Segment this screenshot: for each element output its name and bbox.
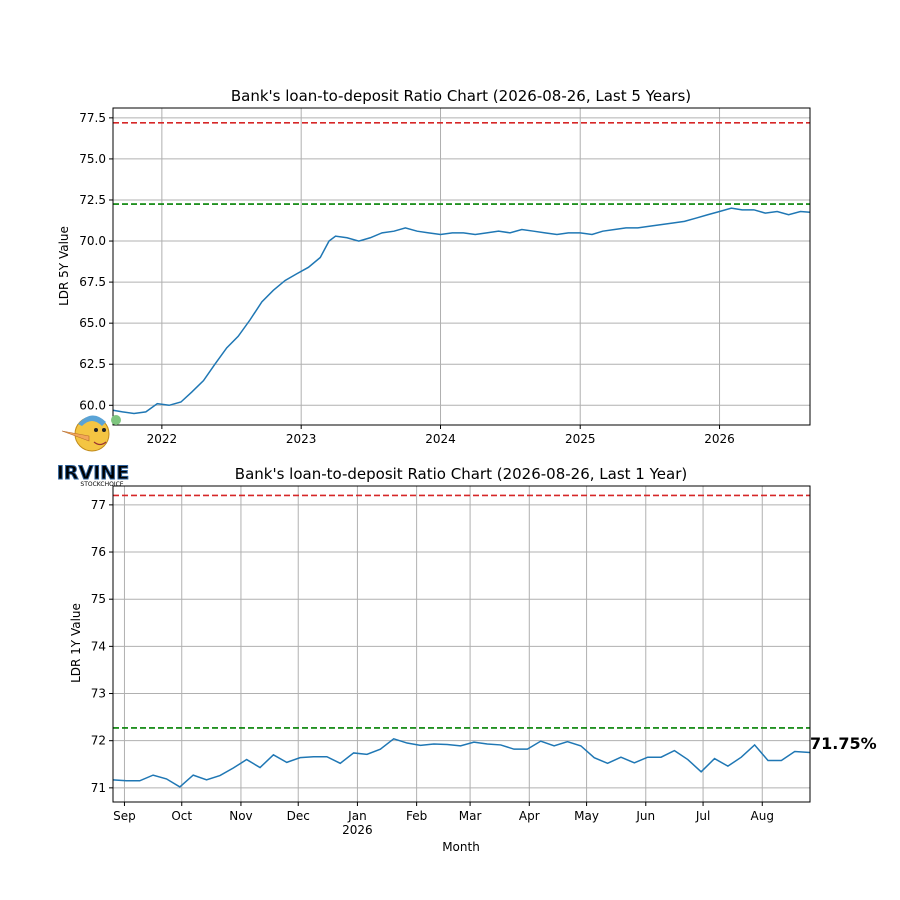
chart-1y-xlabel: Month bbox=[442, 840, 480, 854]
chart-1y-xtick-label: Jun bbox=[635, 809, 655, 823]
chart-1y-xtick-label: Sep bbox=[113, 809, 136, 823]
chart-1y-ldr-series-line bbox=[112, 737, 811, 788]
chart-1y-xtick-label: Mar bbox=[459, 809, 482, 823]
chart-5y-xtick-label: 2025 bbox=[565, 432, 596, 446]
chart-5y-xtick-label: 2026 bbox=[704, 432, 735, 446]
svg-text:STOCKCHOICE: STOCKCHOICE bbox=[80, 481, 123, 488]
chart-1y-xtick-label: Feb bbox=[406, 809, 427, 823]
chart-5y-ytick-label: 65.0 bbox=[79, 316, 106, 330]
chart-5y-plot-frame bbox=[112, 107, 811, 426]
chart-1y-ytick-label: 72 bbox=[91, 734, 106, 748]
chart-1y-ytick-label: 76 bbox=[91, 545, 106, 559]
chart-5y-ytick-label: 60.0 bbox=[79, 398, 106, 412]
last-value-label: 71.75% bbox=[810, 734, 877, 753]
chart-1y-xtick-label: Apr bbox=[519, 809, 540, 823]
chart-5y-ytick-label: 75.0 bbox=[79, 152, 106, 166]
svg-text:IRVINE: IRVINE bbox=[57, 462, 129, 484]
chart-5y-xtick-label: 2022 bbox=[147, 432, 178, 446]
chart-1y-xtick-label: Jul bbox=[695, 809, 710, 823]
chart-5y-title: Bank's loan-to-deposit Ratio Chart (2026… bbox=[231, 87, 691, 105]
chart-1y-xtick-label: Aug bbox=[751, 809, 774, 823]
chart-1y-ytick-label: 73 bbox=[91, 687, 106, 701]
chart-1y-title: Bank's loan-to-deposit Ratio Chart (2026… bbox=[235, 465, 687, 483]
chart-1y-plot-frame bbox=[112, 485, 811, 803]
chart-5y-ldr-series-line bbox=[112, 207, 811, 415]
chart-1y-ytick-label: 74 bbox=[91, 639, 106, 653]
chart-5y-ytick-label: 67.5 bbox=[79, 275, 106, 289]
chart-1y-ylabel: LDR 1Y Value bbox=[69, 603, 83, 683]
chart-1y-xtick-label: Jan bbox=[347, 809, 367, 823]
chart-5y-xtick-label: 2023 bbox=[286, 432, 317, 446]
chart-1y-ytick-label: 71 bbox=[91, 781, 106, 795]
chart-1y-xtick-label: Nov bbox=[229, 809, 252, 823]
chart-5y: Bank's loan-to-deposit Ratio Chart (2026… bbox=[57, 87, 811, 446]
chart-1y-xtick-sublabel: 2026 bbox=[342, 823, 373, 837]
chart-5y-ytick-label: 77.5 bbox=[79, 111, 106, 125]
chart-1y-xtick-label: May bbox=[574, 809, 599, 823]
chart-1y-ytick-label: 75 bbox=[91, 592, 106, 606]
chart-1y-xtick-label: Dec bbox=[287, 809, 310, 823]
chart-5y-ytick-label: 72.5 bbox=[79, 193, 106, 207]
chart-5y-ytick-label: 70.0 bbox=[79, 234, 106, 248]
chart-1y: Bank's loan-to-deposit Ratio Chart (2026… bbox=[69, 465, 811, 854]
chart-1y-ytick-label: 77 bbox=[91, 498, 106, 512]
chart-5y-ytick-label: 62.5 bbox=[79, 357, 106, 371]
chart-5y-ylabel: LDR 5Y Value bbox=[57, 226, 71, 306]
chart-5y-xtick-label: 2024 bbox=[425, 432, 456, 446]
irvine-logo: IRVINE STOCKCHOICE bbox=[56, 415, 130, 488]
chart-1y-xtick-label: Oct bbox=[171, 809, 192, 823]
